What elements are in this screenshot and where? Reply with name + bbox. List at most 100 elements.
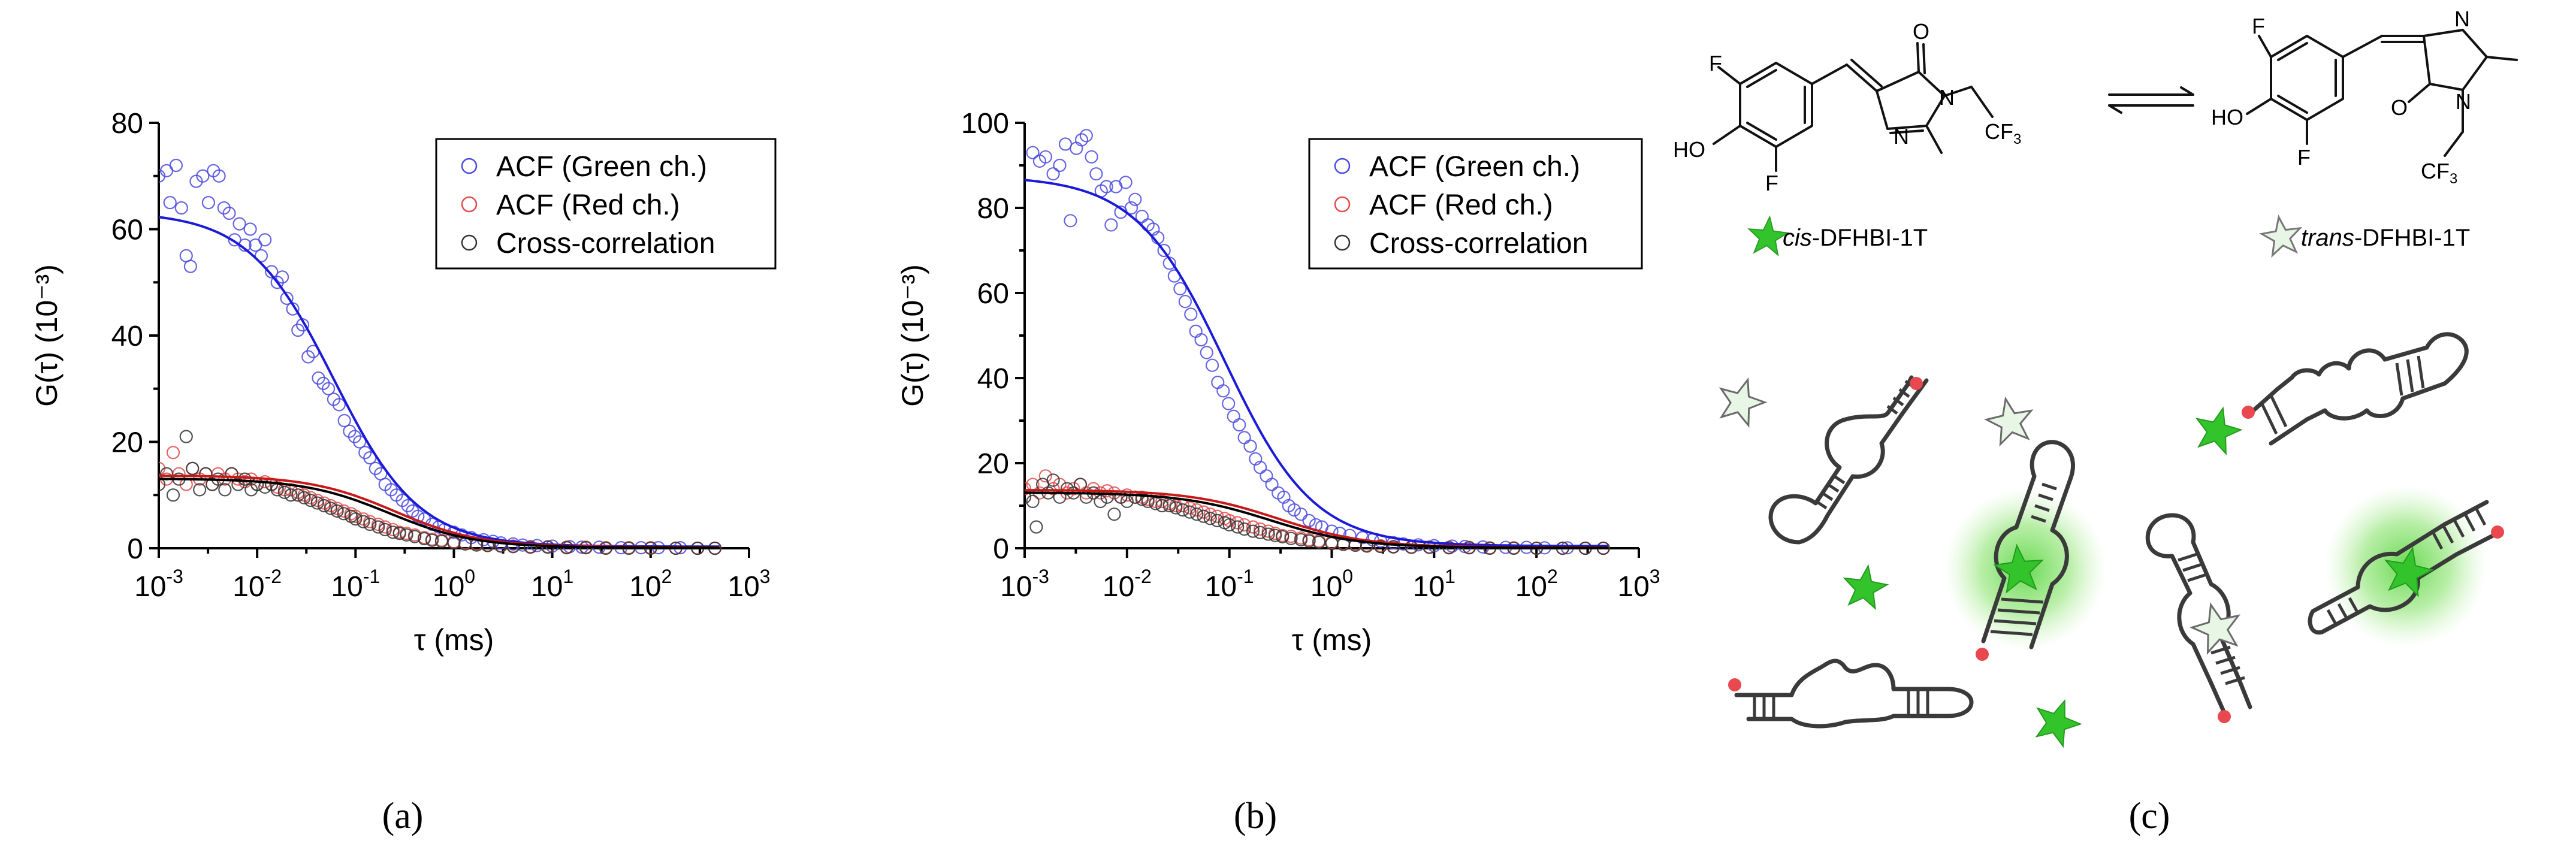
atom-HO: HO [1673, 137, 1705, 162]
data-point [174, 201, 188, 215]
data-point [411, 509, 425, 523]
data-point [166, 488, 180, 502]
end-dot-icon [1910, 377, 1923, 390]
rna-aptamer-icon [1768, 375, 1929, 545]
data-point [1197, 509, 1210, 523]
data-point [310, 496, 324, 510]
legend-marker [461, 158, 478, 174]
x-tick-label: 103 [1617, 566, 1660, 603]
data-point [1026, 146, 1040, 159]
data-point [1200, 346, 1213, 359]
end-dot-icon [2242, 406, 2255, 419]
data-point [169, 158, 183, 173]
data-point [1246, 524, 1260, 538]
data-point [297, 491, 311, 504]
data-point [1119, 176, 1133, 189]
data-point [1058, 137, 1073, 151]
trans-dfhbi-structure: F HO F N O N CF3 [2211, 7, 2518, 187]
data-point [1046, 167, 1060, 181]
y-tick-label: 80 [977, 193, 1009, 225]
legend-entry: ACF (Green ch.) [1369, 151, 1580, 183]
data-point [425, 533, 439, 547]
data-point [238, 472, 252, 486]
trans-label: trans-DFHBI-1T [2259, 214, 2470, 258]
rna-aptamer-icon [1728, 658, 1974, 729]
data-point [1249, 452, 1263, 466]
data-point [372, 520, 385, 534]
data-point [1155, 494, 1169, 509]
data-point [1079, 129, 1093, 143]
y-tick-label: 40 [111, 321, 143, 352]
data-point [1128, 192, 1142, 206]
y-axis-label: G(τ) (10⁻³) [896, 264, 929, 407]
rna-aptamer-icon [2308, 500, 2504, 635]
pale-star-icon [1719, 377, 1768, 428]
data-point [280, 291, 294, 305]
data-point [317, 498, 331, 513]
data-point [1157, 243, 1171, 258]
atom-O-trans: O [2391, 95, 2408, 120]
rna-aptamer-icon [1976, 440, 2075, 661]
data-point [1294, 507, 1308, 521]
svg-text:trans-DFHBI-1T: trans-DFHBI-1T [2301, 225, 2470, 251]
y-tick-label: 80 [111, 108, 143, 140]
data-point [1227, 409, 1240, 424]
data-point [321, 382, 336, 395]
legend-entry: Cross-correlation [496, 228, 715, 259]
data-point [1124, 201, 1138, 215]
data-point [332, 398, 346, 412]
data-point [1178, 295, 1192, 309]
legend-entry: Cross-correlation [1369, 228, 1588, 259]
data-point [1169, 501, 1183, 515]
data-point [265, 265, 279, 279]
data-point [1064, 214, 1077, 228]
data-point [258, 233, 272, 247]
data-point [363, 517, 377, 531]
data-point [1046, 473, 1060, 487]
x-tick-label: 101 [1413, 566, 1455, 603]
data-point [1237, 522, 1251, 536]
atom-F-bottom: F [1765, 171, 1778, 195]
data-point [1189, 324, 1203, 339]
data-point [1194, 333, 1208, 347]
data-point [1038, 150, 1052, 164]
data-point [344, 507, 358, 521]
data-point [1094, 494, 1107, 509]
data-point [1173, 282, 1187, 295]
data-point [159, 478, 166, 491]
equilibrium-arrows [2108, 86, 2194, 114]
atom-F-bottom-trans: F [2297, 145, 2311, 170]
data-point [1276, 530, 1289, 543]
data-point [1373, 540, 1388, 554]
data-point [1025, 482, 1032, 496]
plot-area [159, 158, 722, 555]
x-tick-label: 10-1 [1205, 566, 1254, 603]
data-point [337, 507, 351, 521]
data-point [1073, 478, 1088, 491]
data-point [1253, 525, 1267, 539]
panel-label-c: (c) [2129, 796, 2170, 836]
cis-label: cis-DFHBI-1T [1747, 215, 1928, 256]
data-point [1162, 498, 1176, 513]
y-tick-label: 0 [993, 533, 1009, 565]
green-star-icon [1747, 215, 1790, 256]
data-point [357, 515, 370, 528]
data-point [1107, 507, 1121, 521]
data-point [1387, 540, 1400, 554]
atom-F-top: F [1709, 51, 1722, 75]
green-star-icon [1993, 543, 2045, 594]
atom-N-bottom-trans: N [2456, 89, 2471, 114]
y-tick-label: 0 [127, 533, 143, 565]
legend-entry: ACF (Red ch.) [1369, 189, 1553, 221]
data-point [1100, 180, 1113, 194]
fit-curve [159, 478, 720, 549]
data-point [1355, 531, 1370, 545]
end-dot-icon [2218, 710, 2231, 723]
data-point [1190, 507, 1204, 521]
data-point [179, 430, 193, 443]
green-star-icon [2384, 546, 2435, 597]
data-point [1243, 439, 1257, 453]
panel-label-b: (b) [1234, 796, 1277, 836]
data-point [1211, 375, 1225, 389]
y-axis-label: G(τ) (10⁻³) [30, 264, 64, 407]
